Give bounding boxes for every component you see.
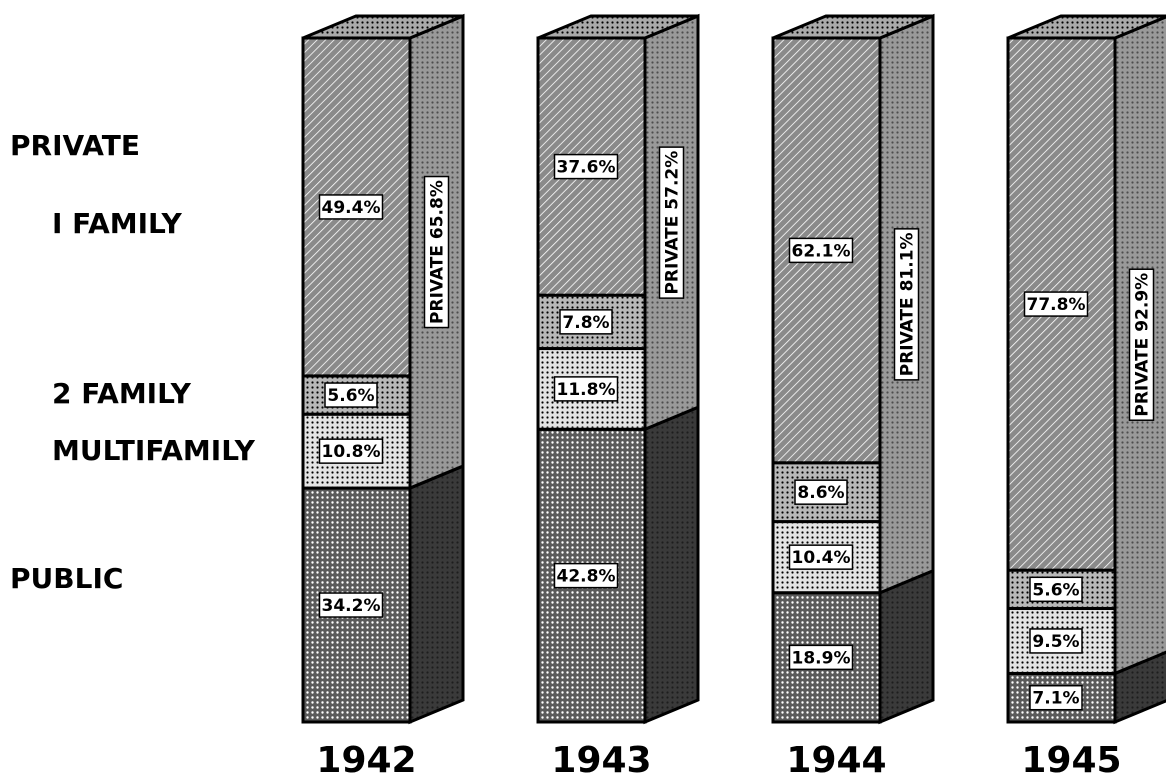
- value-label-box: [1029, 628, 1083, 654]
- private-total-group: PRIVATE 92.9%: [1128, 268, 1155, 421]
- private-total-group: PRIVATE 65.8%: [423, 175, 450, 329]
- private-total-box: [658, 146, 685, 299]
- value-label-box: [788, 544, 854, 570]
- private-total-label: PRIVATE 57.2%: [663, 151, 683, 295]
- x-tick-label: 1945: [1021, 740, 1121, 777]
- value-label: 11.8%: [557, 380, 616, 400]
- top-pattern: [303, 16, 463, 38]
- value-label-box: [318, 592, 384, 618]
- private-total-label: PRIVATE 81.1%: [898, 232, 918, 376]
- side-pattern: [410, 16, 463, 722]
- x-tick-label: 1942: [316, 740, 416, 777]
- value-label: 7.1%: [1032, 689, 1079, 709]
- value-label-box: [788, 644, 854, 671]
- value-label-box: [1029, 684, 1083, 711]
- top-pattern: [538, 16, 698, 38]
- value-label-box: [553, 153, 619, 180]
- value-label: 42.8%: [557, 567, 616, 587]
- value-label-box: [794, 479, 848, 505]
- value-label: 8.6%: [797, 483, 844, 503]
- value-label: 5.6%: [327, 386, 374, 406]
- value-label-box: [788, 237, 854, 264]
- x-tick-label: 1943: [551, 740, 651, 777]
- private-total-label: PRIVATE 92.9%: [1133, 273, 1153, 417]
- value-label: 62.1%: [792, 241, 851, 261]
- value-label: 49.4%: [322, 198, 381, 218]
- legend-entry: I FAMILY: [52, 207, 183, 240]
- private-total-box: [893, 228, 920, 381]
- value-label-box: [553, 376, 619, 402]
- value-label: 10.4%: [792, 548, 851, 568]
- value-label: 34.2%: [322, 596, 381, 616]
- value-label-box: [318, 194, 384, 220]
- legend-entry: MULTIFAMILY: [52, 434, 256, 467]
- x-tick-label: 1944: [786, 740, 886, 777]
- value-label: 18.9%: [792, 648, 851, 668]
- legend-entry: PUBLIC: [10, 562, 123, 595]
- value-label-box: [324, 382, 378, 408]
- private-total-box: [1128, 268, 1155, 421]
- value-label-box: [559, 309, 613, 335]
- value-label-box: [318, 438, 384, 464]
- top-pattern: [1008, 16, 1166, 38]
- value-label: 5.6%: [1032, 580, 1079, 600]
- value-label: 77.8%: [1027, 295, 1086, 315]
- private-total-label: PRIVATE 65.8%: [428, 180, 448, 324]
- legend-entry: 2 FAMILY: [52, 377, 192, 410]
- value-label: 9.5%: [1032, 632, 1079, 652]
- value-label: 7.8%: [562, 313, 609, 333]
- private-total-group: PRIVATE 81.1%: [893, 228, 920, 381]
- value-label-box: [1023, 291, 1089, 317]
- private-total-group: PRIVATE 57.2%: [658, 146, 685, 299]
- legend-group: PRIVATE: [10, 129, 140, 162]
- value-label: 10.8%: [322, 442, 381, 462]
- private-total-box: [423, 175, 450, 329]
- value-label: 37.6%: [557, 158, 616, 178]
- value-label-box: [553, 562, 619, 589]
- side-pattern: [645, 16, 698, 722]
- top-pattern: [773, 16, 933, 38]
- value-label-box: [1029, 576, 1083, 603]
